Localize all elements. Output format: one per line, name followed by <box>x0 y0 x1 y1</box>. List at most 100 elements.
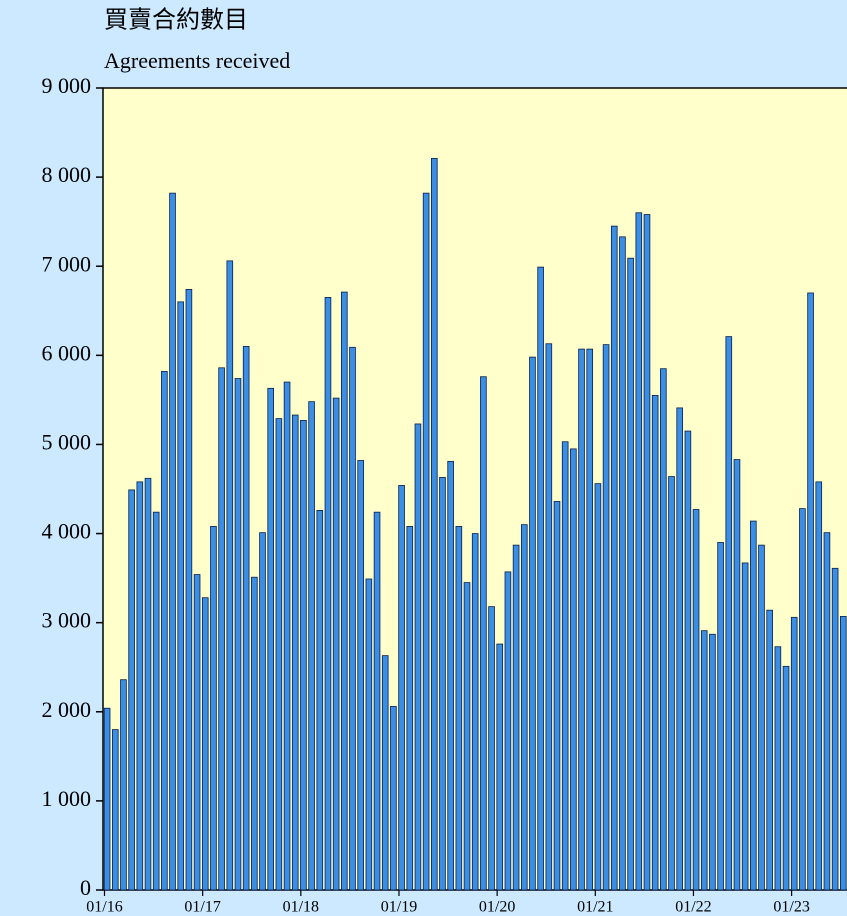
bar <box>226 260 234 891</box>
bar <box>152 511 160 891</box>
x-tick-label: 01/20 <box>479 899 515 916</box>
bar <box>750 520 757 891</box>
bar <box>488 606 495 891</box>
bar <box>766 609 773 891</box>
y-tick-label: 9 000 <box>42 73 92 98</box>
bar <box>439 477 446 891</box>
bar <box>807 292 814 891</box>
x-tick-label: 01/22 <box>675 899 711 916</box>
bar <box>406 526 414 891</box>
x-tick-label: 01/23 <box>773 899 809 916</box>
bar <box>643 214 651 891</box>
bar <box>447 460 454 891</box>
bar <box>676 407 683 891</box>
bar <box>537 266 544 891</box>
bar <box>234 378 242 891</box>
bar <box>700 630 708 891</box>
bar <box>201 597 209 891</box>
x-tick-label: 01/19 <box>381 899 417 916</box>
y-tick-label: 8 000 <box>42 162 92 187</box>
bar <box>668 476 675 891</box>
bar <box>782 665 790 891</box>
bar <box>831 567 839 891</box>
bar <box>684 430 692 891</box>
bar <box>610 225 618 891</box>
y-tick-label: 7 000 <box>42 251 92 276</box>
bar <box>242 346 250 891</box>
bar <box>185 288 193 891</box>
bar <box>619 236 626 891</box>
bar <box>120 679 127 891</box>
bar <box>790 616 798 891</box>
y-tick-label: 0 <box>80 875 91 900</box>
bar <box>553 501 561 891</box>
bar <box>586 348 594 891</box>
bar <box>463 582 471 891</box>
bar <box>398 485 405 891</box>
bar <box>259 532 266 891</box>
x-tick-label: 01/16 <box>86 899 122 916</box>
bar <box>823 532 831 891</box>
bar <box>210 526 217 891</box>
bar <box>692 509 700 891</box>
bar <box>390 706 397 891</box>
bar <box>144 477 152 891</box>
y-tick-label: 1 000 <box>42 786 92 811</box>
y-tick-label: 3 000 <box>42 608 92 633</box>
bar <box>455 526 463 891</box>
y-tick-label: 6 000 <box>42 340 92 365</box>
bar <box>480 376 487 891</box>
bar <box>627 257 634 891</box>
bar <box>414 423 422 891</box>
bar <box>218 367 225 891</box>
bar <box>725 336 733 891</box>
bar <box>660 368 667 891</box>
bar <box>267 387 274 891</box>
bar <box>128 489 135 891</box>
bar <box>545 343 553 891</box>
bar <box>291 414 299 891</box>
x-tick-label: 01/21 <box>577 899 613 916</box>
bar <box>733 459 741 891</box>
bar <box>365 578 373 891</box>
bar <box>758 544 765 891</box>
bar <box>815 481 823 891</box>
bar <box>275 418 283 891</box>
bar <box>161 370 168 891</box>
bar <box>283 381 291 891</box>
y-tick-label: 4 000 <box>42 519 92 544</box>
bar <box>774 646 782 891</box>
bar <box>316 509 324 891</box>
bar <box>349 346 356 891</box>
bar <box>357 460 364 891</box>
bar <box>709 633 716 891</box>
bar <box>341 291 348 891</box>
bar <box>594 483 602 891</box>
bar <box>471 533 479 891</box>
bar <box>430 157 438 891</box>
bar <box>300 419 307 891</box>
y-tick-label: 5 000 <box>42 429 92 454</box>
bar <box>103 707 111 891</box>
bar <box>651 395 659 891</box>
x-tick-label: 01/17 <box>184 899 220 916</box>
chart-title: 買賣合約數目 <box>104 7 248 34</box>
bar <box>381 655 389 891</box>
chart-subtitle: Agreements received <box>104 48 290 73</box>
bar <box>422 192 430 891</box>
bar <box>570 448 577 891</box>
bar <box>332 397 340 891</box>
bar <box>799 508 806 891</box>
bar <box>717 542 724 891</box>
y-tick-label: 2 000 <box>42 697 92 722</box>
bar <box>136 481 144 891</box>
bar <box>373 511 381 891</box>
bar <box>520 524 528 891</box>
bar <box>496 643 504 891</box>
bar <box>193 574 201 891</box>
bar <box>177 301 185 891</box>
x-tick-label: 01/18 <box>283 899 319 916</box>
bar <box>504 571 512 891</box>
bar <box>578 348 585 891</box>
